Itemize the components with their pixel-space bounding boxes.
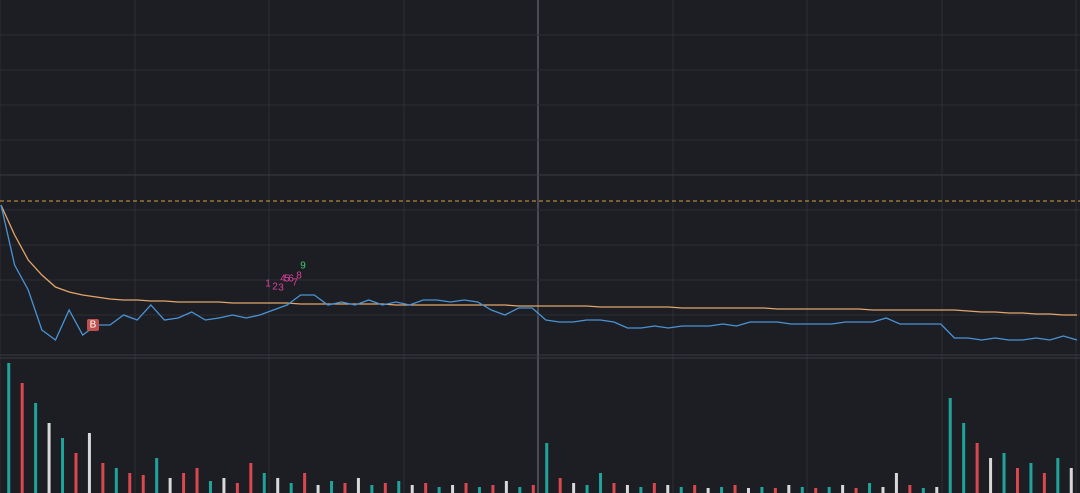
volume-bar	[1015, 468, 1019, 493]
volume-bar	[437, 487, 441, 493]
volume-bar	[975, 443, 979, 493]
marker-label: 4	[280, 274, 286, 285]
volume-bar	[491, 485, 495, 493]
volume-bar	[518, 487, 522, 493]
marker-label: 8	[296, 271, 302, 282]
volume-bar	[1069, 468, 1073, 493]
volume-bar	[639, 487, 643, 493]
volume-bar	[397, 481, 401, 493]
volume-bar	[262, 473, 266, 493]
volume-bar	[276, 478, 280, 493]
volume-bar	[558, 478, 562, 493]
volume-bar	[545, 443, 549, 493]
volume-bar	[625, 485, 629, 493]
volume-bar	[141, 475, 145, 493]
volume-bar	[1002, 453, 1006, 493]
marker-label: 9	[300, 261, 306, 272]
volume-bar	[868, 483, 872, 493]
volume-bar	[733, 485, 737, 493]
volume-bar	[612, 483, 616, 493]
volume-bar	[948, 398, 952, 493]
volume-bar	[760, 487, 764, 493]
marker-label: 6	[288, 274, 294, 285]
volume-bar	[74, 453, 78, 493]
volume-bar	[464, 483, 468, 493]
volume-bar	[424, 483, 428, 493]
volume-bar	[356, 478, 360, 493]
volume-bar	[935, 487, 939, 493]
volume-bar	[128, 473, 132, 493]
volume-bar	[235, 483, 239, 493]
volume-bar	[720, 487, 724, 493]
volume-bar	[34, 403, 38, 493]
volume-bar	[222, 478, 226, 493]
volume-bar	[585, 485, 589, 493]
volume-bar	[477, 487, 481, 493]
volume-bar	[370, 485, 374, 493]
volume-bar	[249, 463, 253, 493]
volume-bar	[343, 483, 347, 493]
marker-box	[87, 319, 99, 331]
volume-bar	[1029, 463, 1033, 493]
marker-label: 7	[292, 278, 298, 289]
volume-bar	[773, 488, 777, 493]
volume-bar	[20, 383, 24, 493]
volume-bar	[800, 487, 804, 493]
volume-bar	[706, 488, 710, 493]
volume-bar	[195, 468, 199, 493]
volume-bar	[1042, 473, 1046, 493]
marker-label: 3	[278, 283, 284, 294]
volume-bar	[316, 485, 320, 493]
volume-bar	[168, 478, 172, 493]
volume-bar	[61, 438, 65, 493]
volume-bar	[289, 483, 293, 493]
volume-bar	[962, 423, 966, 493]
volume-bar	[881, 487, 885, 493]
volume-bar	[599, 473, 603, 493]
volume-bar	[787, 485, 791, 493]
volume-bar	[303, 473, 307, 493]
volume-bar	[504, 481, 508, 493]
series-line	[0, 204, 1077, 316]
volume-bar	[7, 363, 11, 493]
volume-bar	[155, 458, 159, 493]
volume-bar	[894, 473, 898, 493]
volume-bar	[746, 488, 750, 493]
volume-bar	[383, 483, 387, 493]
volume-bar	[1056, 458, 1060, 493]
volume-bar	[693, 485, 697, 493]
marker-label: 2	[272, 282, 278, 293]
volume-bar	[908, 485, 912, 493]
marker-label: 1	[265, 279, 271, 290]
volume-bar	[921, 488, 925, 493]
marker-label: B	[90, 320, 97, 331]
volume-bar	[451, 485, 455, 493]
volume-bar	[101, 463, 105, 493]
series-line	[0, 204, 1078, 341]
volume-bar	[330, 481, 334, 493]
volume-bar	[87, 433, 91, 493]
volume-bar	[652, 483, 656, 493]
volume-bar	[854, 488, 858, 493]
volume-bar	[841, 485, 845, 493]
volume-bar	[182, 473, 186, 493]
volume-bar	[827, 487, 831, 493]
volume-bar	[572, 483, 576, 493]
volume-bar	[531, 485, 535, 493]
volume-bar	[208, 481, 212, 493]
volume-bar	[47, 423, 51, 493]
marker-label: 5	[284, 274, 290, 285]
volume-bar	[114, 468, 118, 493]
volume-bar	[679, 487, 683, 493]
volume-bar	[666, 485, 670, 493]
volume-bar	[989, 458, 993, 493]
volume-bar	[814, 488, 818, 493]
volume-bar	[410, 485, 414, 493]
